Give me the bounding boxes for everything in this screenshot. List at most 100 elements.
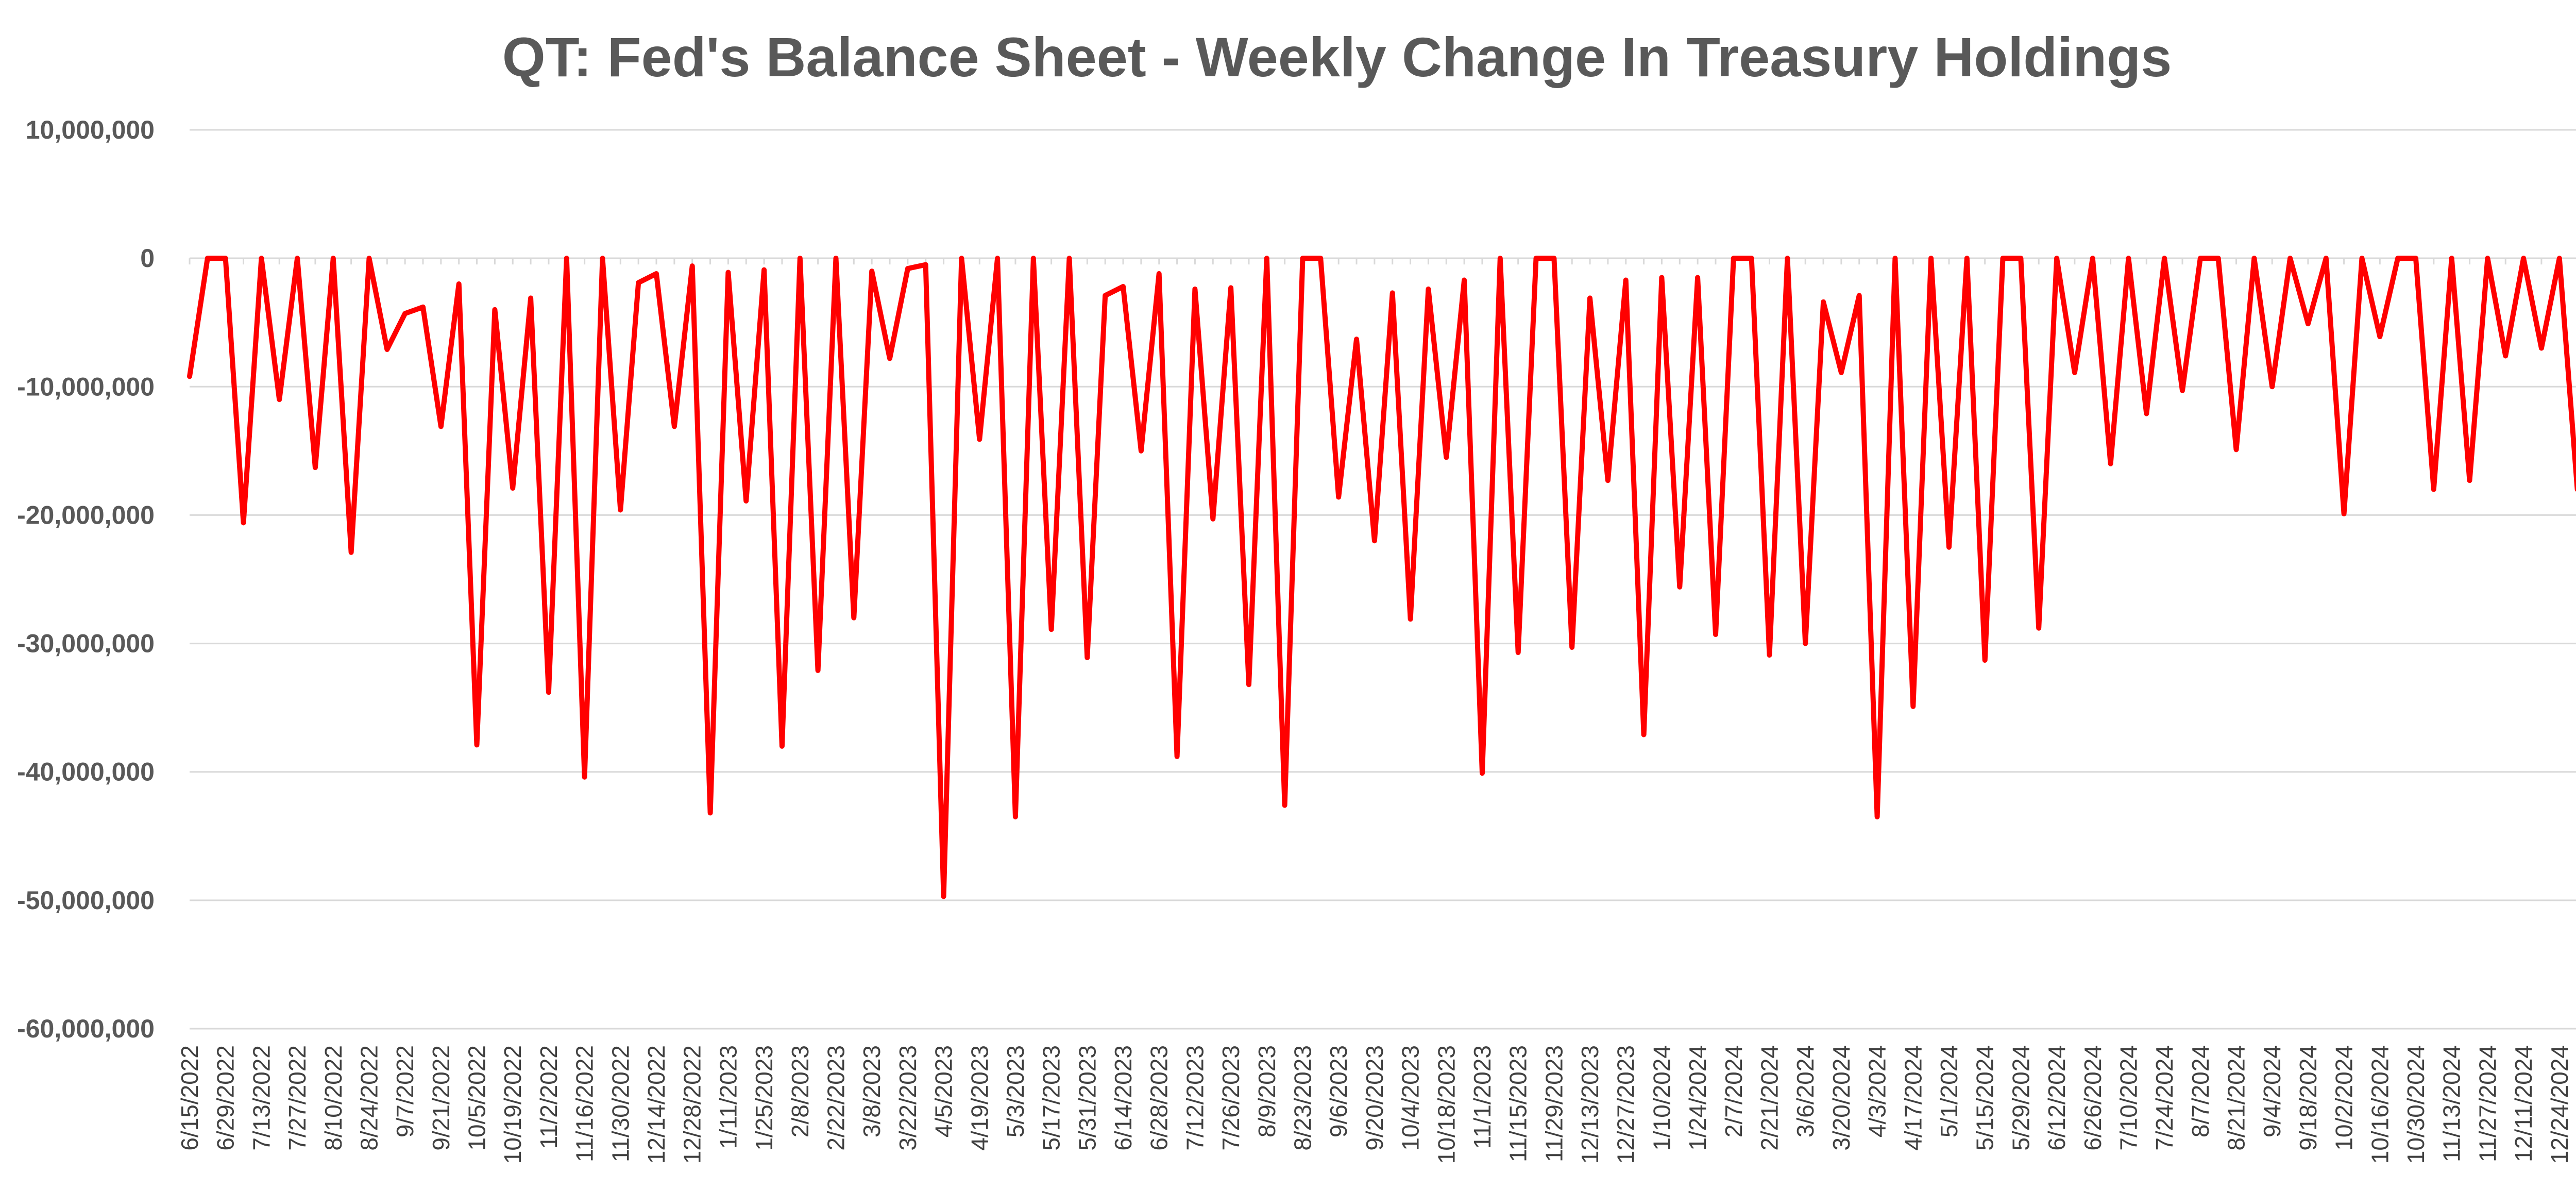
data-point	[564, 256, 569, 261]
data-point	[241, 520, 246, 525]
x-tick-label: 4/19/2023	[966, 1045, 993, 1151]
data-point	[474, 742, 480, 747]
x-tick-label: 5/17/2023	[1038, 1045, 1065, 1151]
data-point	[331, 256, 336, 261]
data-point	[959, 256, 964, 261]
x-tick-label: 11/16/2022	[571, 1045, 598, 1162]
y-tick-label: -20,000,000	[17, 500, 155, 529]
data-point	[1246, 682, 1251, 687]
x-tick-label: 10/18/2023	[1433, 1045, 1460, 1164]
y-tick-label: -50,000,000	[17, 886, 155, 915]
x-tick-label: 12/27/2023	[1613, 1045, 1639, 1164]
data-point	[492, 307, 497, 312]
data-point	[869, 269, 874, 274]
x-tick-label: 8/9/2023	[1253, 1045, 1280, 1137]
data-point	[2485, 256, 2490, 261]
data-point	[2395, 256, 2400, 261]
x-tick-label: 7/10/2024	[2115, 1045, 2142, 1151]
y-tick-label: 10,000,000	[26, 115, 155, 144]
data-point	[1946, 545, 1952, 550]
data-point	[1103, 293, 1108, 298]
data-point	[1516, 650, 1521, 655]
data-point	[1677, 584, 1682, 590]
chart-title: QT: Fed's Balance Sheet - Weekly Change …	[502, 26, 2172, 88]
data-point	[2503, 354, 2508, 359]
data-point	[1282, 803, 1287, 808]
data-point	[1121, 284, 1126, 289]
data-point	[2018, 256, 2023, 261]
data-point	[1713, 632, 1718, 637]
x-tick-label: 12/28/2022	[679, 1045, 706, 1164]
data-point	[510, 485, 515, 491]
x-tick-label: 6/12/2024	[2043, 1045, 2070, 1151]
x-tick-label: 6/15/2022	[176, 1045, 203, 1151]
data-point	[2413, 256, 2418, 261]
x-tick-label: 10/19/2022	[499, 1045, 526, 1164]
x-tick-label: 11/13/2024	[2438, 1045, 2465, 1162]
x-tick-label: 1/10/2024	[1648, 1045, 1675, 1151]
x-tick-label: 7/27/2022	[284, 1045, 311, 1151]
data-point	[402, 311, 408, 316]
data-point	[1857, 293, 1862, 298]
x-tick-label: 8/23/2023	[1289, 1045, 1316, 1151]
data-point	[923, 262, 928, 267]
data-point	[1767, 652, 1772, 658]
data-point	[1623, 278, 1629, 283]
data-point	[977, 437, 982, 442]
data-point	[1318, 256, 1323, 261]
data-point	[1408, 616, 1413, 622]
data-point	[1749, 256, 1754, 261]
data-point	[2557, 256, 2562, 261]
data-point	[2144, 411, 2149, 416]
data-point	[2234, 447, 2239, 452]
data-point	[313, 465, 318, 470]
data-point	[420, 305, 426, 310]
x-tick-label: 9/6/2023	[1325, 1045, 1352, 1137]
x-tick-label: 4/3/2024	[1864, 1045, 1891, 1137]
x-tick-label: 11/27/2024	[2474, 1045, 2501, 1162]
x-tick-label: 7/12/2023	[1181, 1045, 1208, 1151]
data-point	[1875, 814, 1880, 819]
data-point	[2090, 256, 2095, 261]
data-point	[2377, 334, 2382, 339]
data-point	[1175, 754, 1180, 759]
x-tick-label: 12/11/2024	[2510, 1045, 2537, 1162]
x-tick-label: 12/14/2022	[643, 1045, 670, 1164]
data-point	[725, 270, 731, 275]
data-point	[1192, 287, 1197, 292]
data-point	[1372, 538, 1377, 543]
x-tick-label: 5/15/2024	[1972, 1045, 1998, 1151]
data-point	[887, 356, 892, 361]
data-point	[2449, 256, 2454, 261]
data-point	[2360, 256, 2365, 261]
y-tick-label: 0	[140, 244, 155, 273]
data-point	[2054, 256, 2059, 261]
data-point	[438, 424, 444, 429]
x-tick-label: 11/30/2022	[607, 1045, 634, 1162]
y-tick-label: -30,000,000	[17, 629, 155, 658]
data-point	[223, 256, 228, 261]
data-point	[995, 256, 1000, 261]
data-point	[2036, 626, 2041, 631]
data-point	[941, 894, 946, 899]
x-tick-label: 4/5/2023	[930, 1045, 957, 1137]
data-point	[1551, 256, 1556, 261]
data-point	[1803, 641, 1808, 646]
data-point	[2521, 256, 2526, 261]
data-point	[2269, 384, 2275, 389]
x-tick-label: 11/15/2023	[1505, 1045, 1532, 1162]
data-point	[2001, 256, 2006, 261]
data-point	[708, 810, 713, 815]
data-point	[384, 347, 389, 352]
x-tick-label: 8/21/2024	[2223, 1045, 2250, 1151]
data-point	[1013, 814, 1018, 819]
data-point	[349, 550, 354, 555]
data-point	[618, 508, 623, 513]
data-point	[582, 775, 587, 780]
x-tick-label: 6/26/2024	[2079, 1045, 2106, 1151]
data-point	[1354, 337, 1359, 342]
data-point	[367, 256, 372, 261]
data-point	[2108, 461, 2113, 466]
data-point	[636, 280, 641, 286]
x-tick-label: 6/28/2023	[1146, 1045, 1173, 1151]
